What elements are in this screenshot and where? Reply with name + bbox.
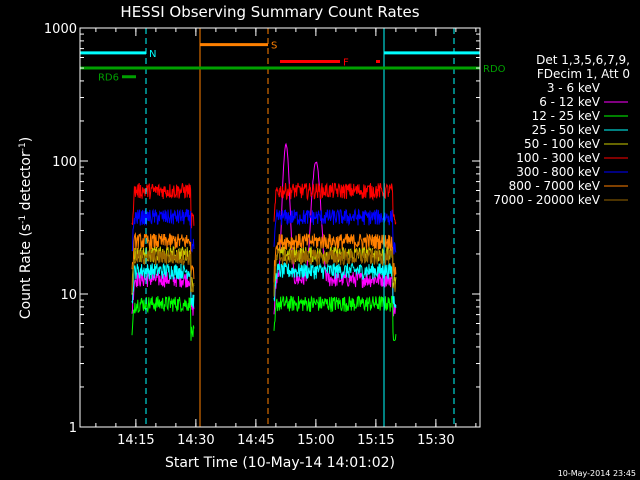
legend-entry-label: 3 - 6 keV [547, 81, 601, 95]
legend: Det 1,3,5,6,7,9,FDecim 1, Att 03 - 6 keV… [493, 53, 630, 207]
series-trace [131, 157, 397, 273]
x-tick-label: 14:30 [177, 433, 214, 448]
y-tick-label: 100 [52, 155, 77, 170]
y-axis-label: Count Rate (s-1 detector-1) [18, 137, 34, 319]
y-tick-label: 1 [69, 421, 77, 436]
series-trace [131, 182, 397, 229]
legend-entry-label: 100 - 300 keV [516, 151, 600, 165]
series-trace [131, 232, 397, 283]
legend-entry-label: 300 - 800 keV [516, 165, 600, 179]
flag-bars: N S F RDO RD6 [80, 41, 506, 84]
legend-header-line: Det 1,3,5,6,7,9, [536, 53, 630, 67]
flag-label: F [343, 57, 349, 68]
footer-timestamp: 10-May-2014 23:45 [558, 469, 636, 478]
series-trace [131, 208, 397, 255]
flag-label: S [271, 41, 277, 52]
series-traces [131, 142, 397, 342]
series-trace [131, 295, 397, 342]
x-axis-ticks: 14:15 14:30 14:45 15:00 15:15 15:30 [95, 28, 477, 448]
legend-entry-label: 6 - 12 keV [539, 95, 601, 109]
x-tick-label: 14:45 [237, 433, 274, 448]
x-tick-label: 15:00 [297, 433, 334, 448]
flag-label: RDO [483, 64, 506, 75]
plot-frame [79, 27, 481, 428]
legend-entry-label: 50 - 100 keV [524, 137, 601, 151]
series-trace [131, 248, 396, 297]
chart-title: HESSI Observing Summary Count Rates [120, 3, 419, 21]
x-tick-label: 14:15 [117, 433, 154, 448]
legend-entry-label: 800 - 7000 keV [509, 179, 601, 193]
y-tick-label: 1000 [44, 22, 77, 37]
x-tick-label: 15:30 [417, 433, 454, 448]
x-tick-label: 15:15 [357, 433, 394, 448]
legend-entry-label: 7000 - 20000 keV [493, 193, 600, 207]
legend-entry-label: 25 - 50 keV [532, 123, 601, 137]
legend-header-line: FDecim 1, Att 0 [537, 67, 630, 81]
legend-entry-label: 12 - 25 keV [532, 109, 601, 123]
y-tick-label: 10 [60, 288, 77, 303]
y-axis-ticks: 1 10 100 1000 [44, 22, 480, 436]
flag-label: RD6 [98, 73, 119, 84]
flag-label: N [149, 49, 156, 60]
x-axis-label: Start Time (10-May-14 14:01:02) [165, 455, 395, 471]
